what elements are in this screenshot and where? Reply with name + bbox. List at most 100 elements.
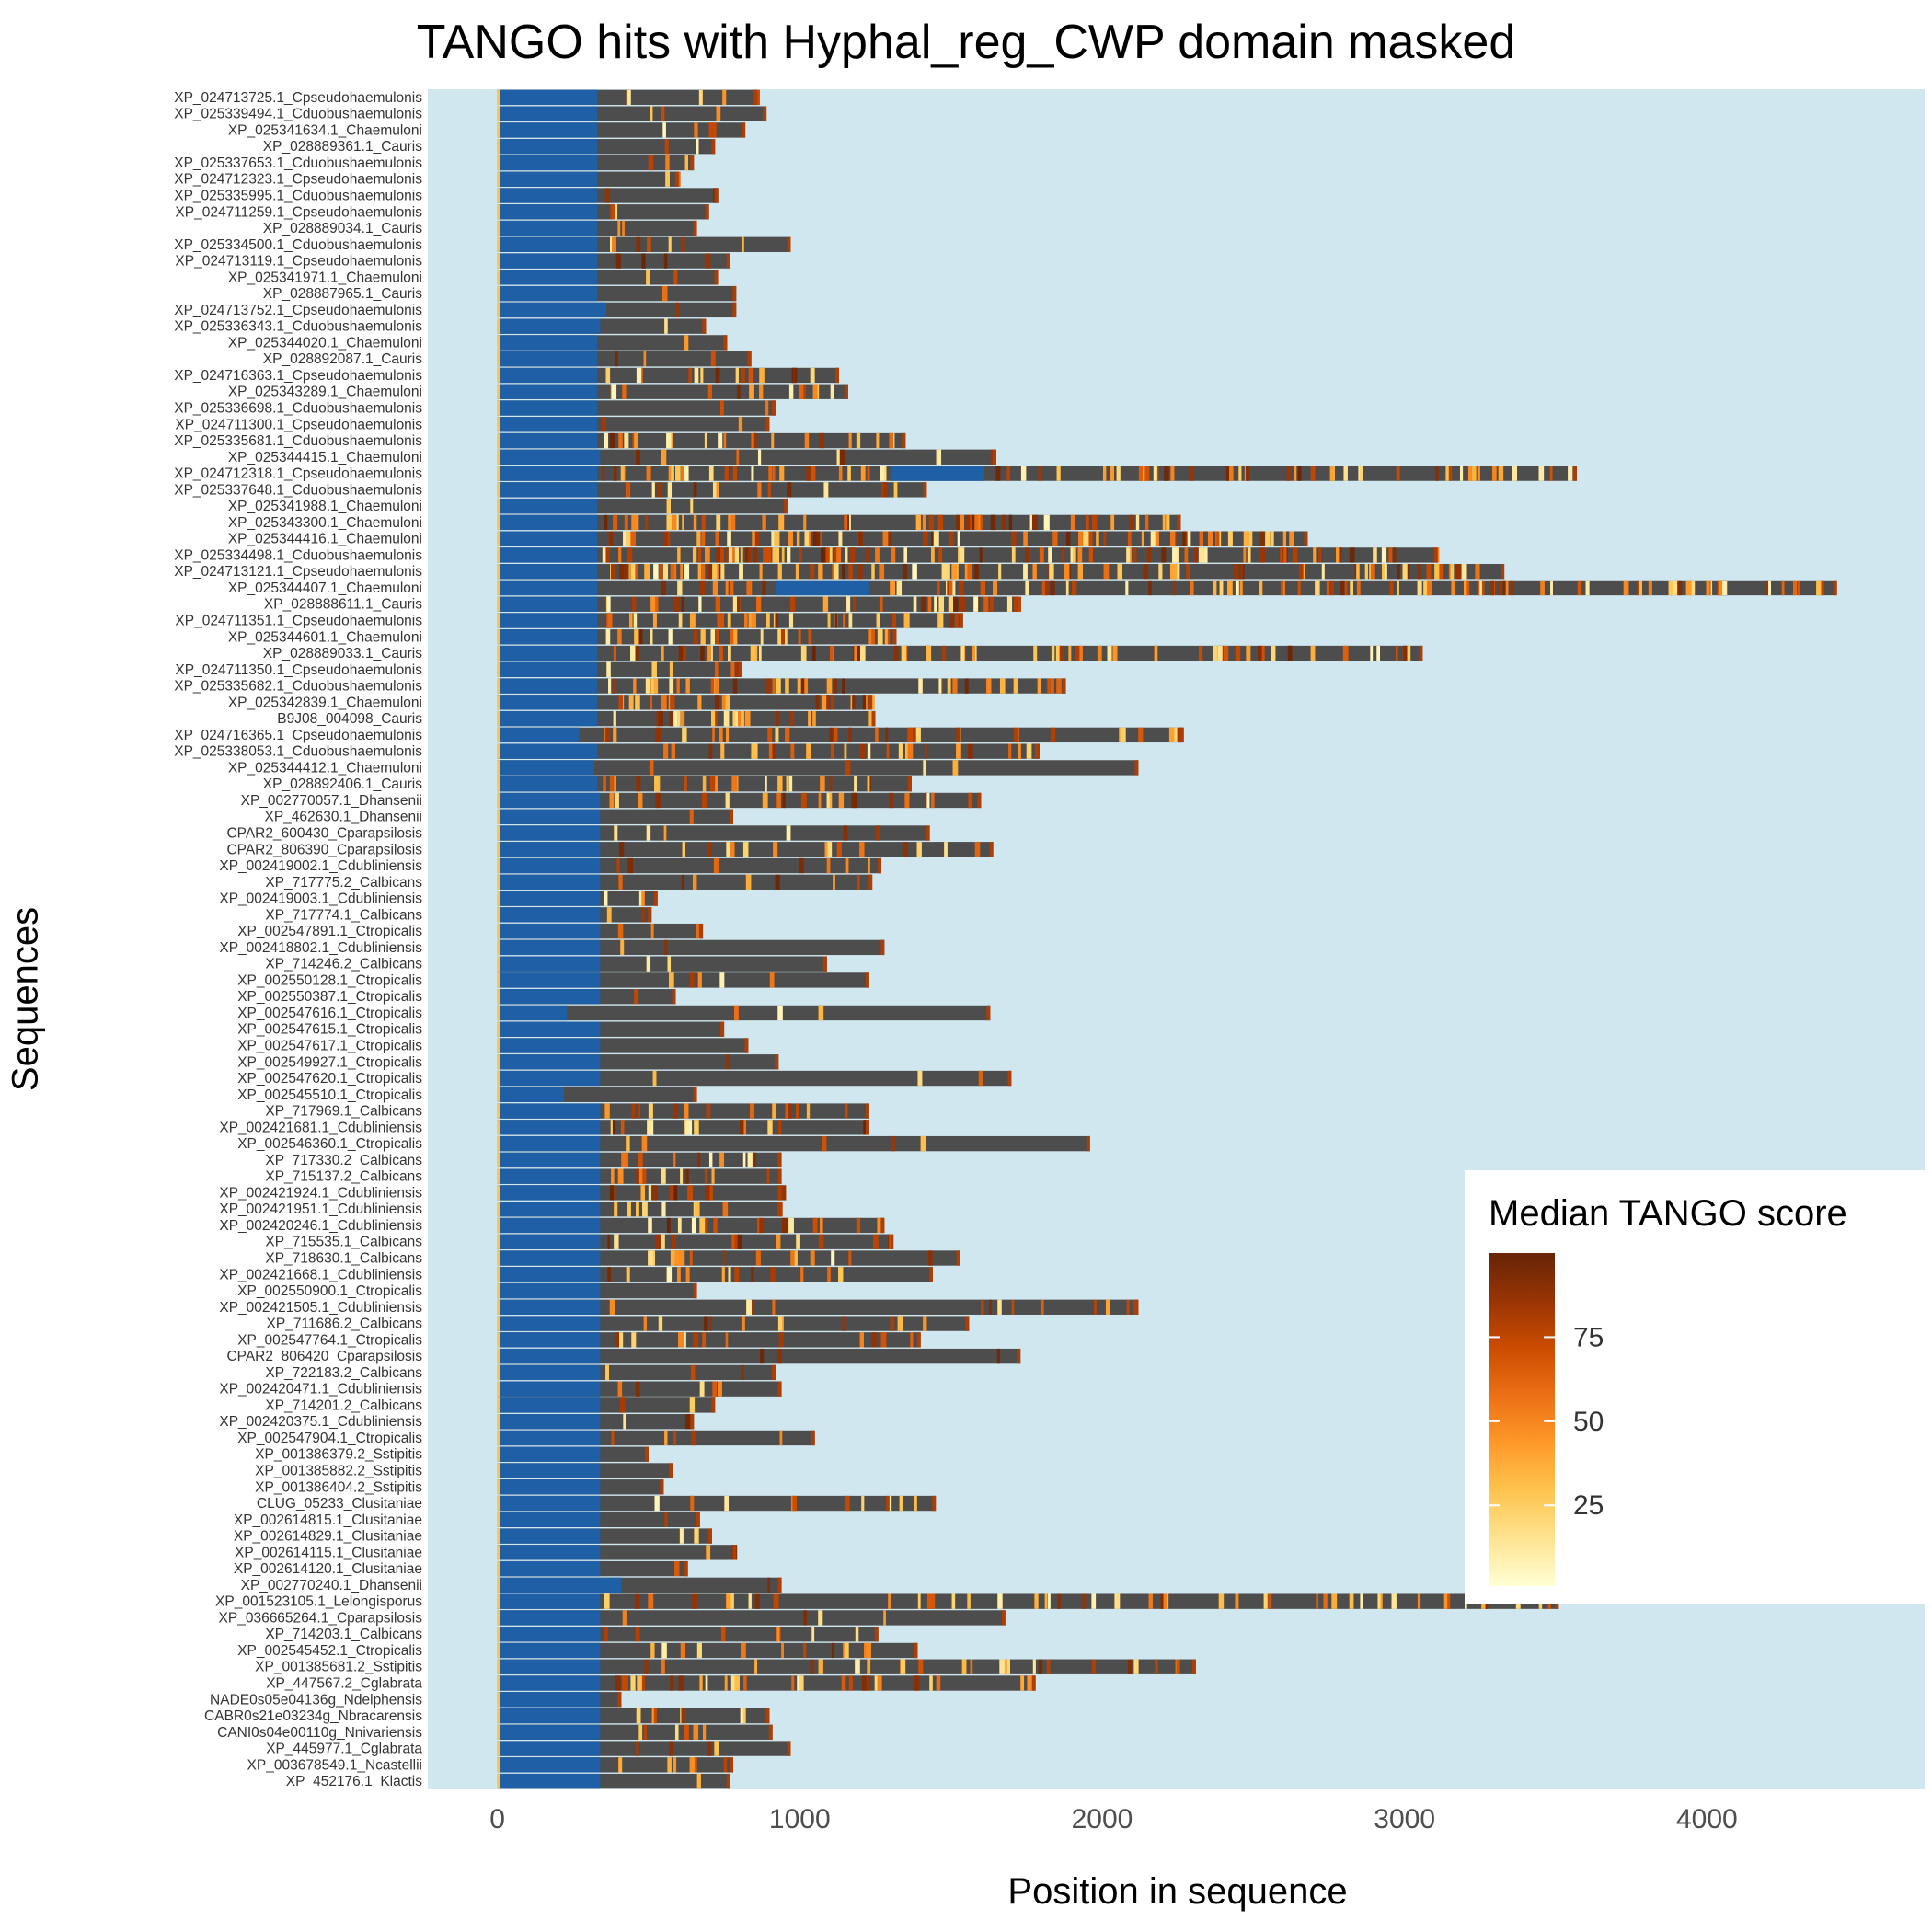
tango-hit xyxy=(707,842,711,857)
tango-hit xyxy=(602,417,606,432)
tango-hit xyxy=(767,727,773,743)
tango-hit xyxy=(497,1135,500,1152)
masked-domain xyxy=(500,482,598,498)
tango-hit xyxy=(713,857,719,874)
tango-hit xyxy=(867,1675,871,1691)
masked-domain xyxy=(500,1675,601,1691)
sequence-track xyxy=(497,1038,749,1053)
tango-hit xyxy=(646,956,651,972)
y-tick-label: XP_002420471.1_Cdubliniensis xyxy=(219,1382,422,1397)
tango-hit xyxy=(1350,580,1353,596)
tango-hit xyxy=(820,776,825,792)
y-tick-label: XP_025344412.1_Chaemuloni xyxy=(228,760,422,776)
tango-hit xyxy=(709,1185,713,1201)
sequence-track xyxy=(497,613,963,628)
tango-hit xyxy=(654,596,659,612)
tango-hit xyxy=(497,466,500,481)
tango-hit xyxy=(624,1675,628,1691)
tango-hit xyxy=(1461,564,1466,580)
sequence-body xyxy=(497,432,906,449)
tango-hit xyxy=(776,1627,780,1642)
tango-hit xyxy=(886,743,890,759)
tango-hit xyxy=(1112,645,1118,661)
y-tick-label: XP_002421681.1_Cdubliniensis xyxy=(219,1120,422,1135)
y-tick-label: XP_002547764.1_Ctropicalis xyxy=(237,1332,422,1348)
tango-hit xyxy=(863,1120,868,1135)
tango-hit xyxy=(652,1070,657,1087)
tango-hit xyxy=(1169,564,1174,580)
tango-hit xyxy=(740,547,743,563)
x-axis-title: Position in sequence xyxy=(1007,1871,1348,1912)
tango-hit xyxy=(1133,1659,1139,1674)
tango-hit xyxy=(885,727,889,743)
tango-hit xyxy=(710,629,716,645)
tango-hit xyxy=(670,695,675,710)
tango-hit xyxy=(936,1675,941,1691)
tango-hit xyxy=(859,842,865,857)
tango-hit xyxy=(845,857,849,874)
tango-hit xyxy=(719,400,724,416)
masked-domain xyxy=(500,1692,601,1708)
tango-hit xyxy=(1184,547,1189,563)
tango-hit xyxy=(666,1217,671,1234)
tango-hit xyxy=(1427,580,1432,596)
sequence-track xyxy=(497,1021,725,1037)
tango-hit xyxy=(1223,645,1229,661)
tango-hit xyxy=(497,270,500,285)
sequence-track xyxy=(497,188,719,203)
sequence-track xyxy=(497,1267,933,1282)
tango-hit xyxy=(868,710,874,727)
tango-hit xyxy=(728,547,733,563)
sequence-track xyxy=(497,825,930,841)
tango-hit xyxy=(1280,547,1283,563)
tango-hit xyxy=(497,1757,500,1773)
tango-hit xyxy=(652,613,657,628)
tango-hit xyxy=(834,564,839,580)
tango-hit xyxy=(603,776,606,792)
tango-hit xyxy=(907,743,914,759)
tango-hit xyxy=(732,466,737,481)
tango-hit xyxy=(1013,596,1018,612)
tango-hit xyxy=(641,1168,647,1184)
tango-hit xyxy=(777,629,783,645)
tango-hit xyxy=(613,466,617,481)
tango-hit xyxy=(914,1495,917,1512)
tango-hit xyxy=(1207,531,1213,546)
tango-hit xyxy=(1228,466,1234,481)
masked-domain xyxy=(500,351,598,367)
tango-hit xyxy=(1161,547,1167,563)
tango-hit xyxy=(634,1593,640,1609)
tango-hit xyxy=(753,547,758,563)
tango-hit xyxy=(810,564,815,580)
tango-hit xyxy=(691,1430,696,1446)
tango-hit xyxy=(938,547,943,563)
tango-hit xyxy=(876,613,880,628)
tango-hit xyxy=(750,645,755,661)
masked-domain xyxy=(500,1282,601,1299)
tango-hit xyxy=(1438,564,1444,580)
tango-hit xyxy=(750,1103,754,1119)
y-tick-label: XP_002550900.1_Ctropicalis xyxy=(237,1283,422,1299)
sequence-track xyxy=(497,1577,782,1593)
tango-hit xyxy=(664,1430,668,1446)
tango-hit xyxy=(1382,564,1387,580)
tango-hit xyxy=(644,564,650,580)
tango-hit xyxy=(710,710,716,727)
tango-hit xyxy=(497,1692,500,1708)
tango-hit xyxy=(685,1168,689,1184)
tango-hit xyxy=(701,514,706,531)
tango-hit xyxy=(684,776,687,792)
sequence-track xyxy=(497,1397,716,1413)
tango-hit xyxy=(497,1381,500,1397)
tango-hit xyxy=(916,842,922,857)
sequence-body xyxy=(497,466,1578,481)
tango-hit xyxy=(628,695,634,710)
tango-hit xyxy=(867,743,871,759)
tango-hit xyxy=(720,564,725,580)
tango-hit xyxy=(948,596,954,612)
sequence-body xyxy=(497,1495,937,1512)
tango-hit xyxy=(997,1299,1002,1315)
tango-hit xyxy=(1339,547,1342,563)
tango-hit xyxy=(741,1316,745,1331)
tango-hit xyxy=(1797,580,1800,596)
